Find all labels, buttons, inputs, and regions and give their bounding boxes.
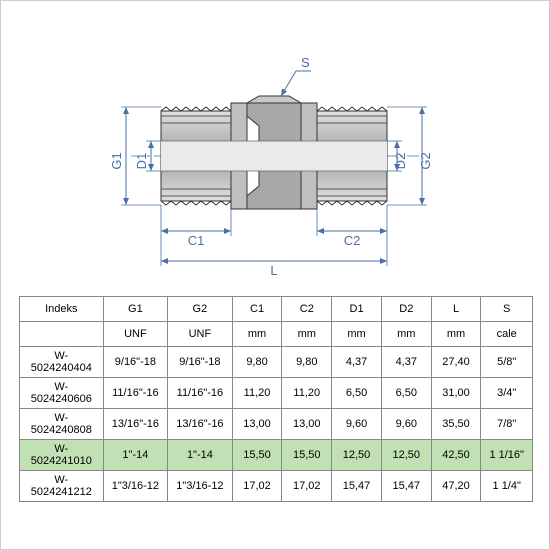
data-cell: 27,40 [431, 347, 481, 378]
data-cell: 1 1/4" [481, 471, 533, 502]
data-cell: W-5024240808 [20, 409, 104, 440]
data-cell: 9,80 [282, 347, 332, 378]
data-cell: 12,50 [332, 440, 382, 471]
data-cell: 42,50 [431, 440, 481, 471]
unit-cell [20, 322, 104, 347]
data-cell: 5/8" [481, 347, 533, 378]
data-cell: 13/16"-16 [168, 409, 233, 440]
data-cell: 9/16"-18 [168, 347, 233, 378]
fitting-diagram-svg: S G1 D1 D2 G2 C1 [1, 1, 550, 291]
data-cell: 12,50 [381, 440, 431, 471]
data-cell: 11,20 [232, 378, 282, 409]
label-S: S [301, 55, 310, 70]
data-cell: 1 1/16" [481, 440, 533, 471]
col-header: D2 [381, 297, 431, 322]
data-cell: 11/16"-16 [103, 378, 168, 409]
data-cell: W-5024241010 [20, 440, 104, 471]
data-cell: 15,47 [332, 471, 382, 502]
label-G2: G2 [418, 152, 433, 169]
data-cell: 9/16"-18 [103, 347, 168, 378]
col-header: G1 [103, 297, 168, 322]
label-C2: C2 [344, 233, 361, 248]
unit-cell: UNF [168, 322, 233, 347]
table-row: W-502424080813/16"-1613/16"-1613,0013,00… [20, 409, 533, 440]
data-cell: W-5024240606 [20, 378, 104, 409]
data-cell: 17,02 [232, 471, 282, 502]
label-C1: C1 [188, 233, 205, 248]
data-cell: 6,50 [381, 378, 431, 409]
data-cell: 15,47 [381, 471, 431, 502]
data-cell: 47,20 [431, 471, 481, 502]
table-row: W-502424060611/16"-1611/16"-1611,2011,20… [20, 378, 533, 409]
col-header: L [431, 297, 481, 322]
col-header: G2 [168, 297, 233, 322]
unit-cell: UNF [103, 322, 168, 347]
table-header-row: IndeksG1G2C1C2D1D2LS [20, 297, 533, 322]
unit-cell: mm [431, 322, 481, 347]
data-cell: 35,50 [431, 409, 481, 440]
data-cell: 11,20 [282, 378, 332, 409]
data-cell: 1"3/16-12 [103, 471, 168, 502]
unit-cell: mm [282, 322, 332, 347]
unit-cell: cale [481, 322, 533, 347]
technical-drawing: S G1 D1 D2 G2 C1 [1, 1, 550, 291]
data-cell: 4,37 [381, 347, 431, 378]
table-row: W-50242404049/16"-189/16"-189,809,804,37… [20, 347, 533, 378]
data-cell: 17,02 [282, 471, 332, 502]
data-cell: 7/8" [481, 409, 533, 440]
data-cell: 13,00 [232, 409, 282, 440]
data-cell: W-5024241212 [20, 471, 104, 502]
col-header: C2 [282, 297, 332, 322]
data-cell: 3/4" [481, 378, 533, 409]
unit-cell: mm [381, 322, 431, 347]
col-header: D1 [332, 297, 382, 322]
data-cell: 13,00 [282, 409, 332, 440]
table-row: W-50242410101"-141"-1415,5015,5012,5012,… [20, 440, 533, 471]
spec-table-container: IndeksG1G2C1C2D1D2LS UNFUNFmmmmmmmmmmcal… [19, 296, 533, 502]
page-container: S G1 D1 D2 G2 C1 [0, 0, 550, 550]
data-cell: 1"-14 [103, 440, 168, 471]
fitting-body [161, 96, 387, 209]
label-L: L [270, 263, 277, 278]
data-cell: 9,60 [332, 409, 382, 440]
table-units-row: UNFUNFmmmmmmmmmmcale [20, 322, 533, 347]
data-cell: 13/16"-16 [103, 409, 168, 440]
data-cell: 1"-14 [168, 440, 233, 471]
data-cell: 9,80 [232, 347, 282, 378]
label-D2: D2 [393, 153, 408, 170]
data-cell: 9,60 [381, 409, 431, 440]
label-G1: G1 [109, 152, 124, 169]
data-cell: 1"3/16-12 [168, 471, 233, 502]
col-header: C1 [232, 297, 282, 322]
unit-cell: mm [232, 322, 282, 347]
table-row: W-50242412121"3/16-121"3/16-1217,0217,02… [20, 471, 533, 502]
data-cell: 11/16"-16 [168, 378, 233, 409]
data-cell: 6,50 [332, 378, 382, 409]
col-header: S [481, 297, 533, 322]
data-cell: 31,00 [431, 378, 481, 409]
data-cell: 4,37 [332, 347, 382, 378]
data-cell: 15,50 [232, 440, 282, 471]
data-cell: 15,50 [282, 440, 332, 471]
unit-cell: mm [332, 322, 382, 347]
label-D1: D1 [134, 153, 149, 170]
col-header: Indeks [20, 297, 104, 322]
spec-table: IndeksG1G2C1C2D1D2LS UNFUNFmmmmmmmmmmcal… [19, 296, 533, 502]
data-cell: W-5024240404 [20, 347, 104, 378]
